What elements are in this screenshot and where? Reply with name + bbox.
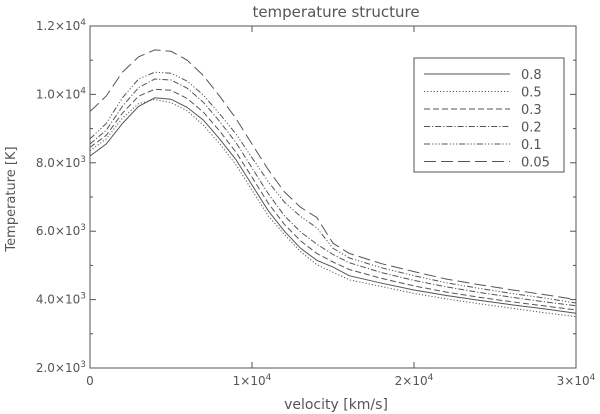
y-axis-label: Temperature [K] <box>4 146 19 252</box>
chart-title: temperature structure <box>252 3 419 21</box>
legend: 0.8 0.5 0.3 0.2 0.1 0.05 <box>413 57 565 173</box>
y-tick-label: 4.0×103 <box>36 292 86 307</box>
y-tick-label: 1.0×104 <box>36 86 86 101</box>
series-line-0.8 <box>89 97 577 314</box>
axis-ticks: 0 1×104 2×104 3×104 2.0×103 4.0×103 6.0×103 8.0… <box>36 18 596 388</box>
y-tick-label: 8.0×103 <box>36 155 86 170</box>
y-tick-label: 1.2×104 <box>36 18 86 33</box>
series-layer <box>89 49 577 318</box>
legend-label-0.1: 0.1 <box>521 138 542 153</box>
series-line-0.2 <box>89 78 577 307</box>
legend-label-0.3: 0.3 <box>521 103 542 118</box>
x-tick-label: 0 <box>86 374 94 388</box>
x-axis-label: velocity [km/s] <box>284 397 388 413</box>
x-tick-label: 2×104 <box>395 373 434 388</box>
x-tick-label: 3×104 <box>557 373 596 388</box>
series-line-0.1 <box>89 71 577 304</box>
legend-label-0.2: 0.2 <box>521 121 542 136</box>
series-line-0.3 <box>89 88 577 311</box>
legend-label-0.5: 0.5 <box>521 86 542 101</box>
legend-label-0.8: 0.8 <box>521 68 542 83</box>
y-tick-label: 2.0×103 <box>36 360 86 375</box>
x-tick-label: 1×104 <box>233 373 272 388</box>
y-tick-label: 6.0×103 <box>36 223 86 238</box>
series-line-0.05 <box>89 49 577 301</box>
legend-label-0.05: 0.05 <box>521 156 550 171</box>
legend-entries: 0.8 0.5 0.3 0.2 0.1 0.05 <box>424 68 550 171</box>
legend-box <box>413 57 565 173</box>
